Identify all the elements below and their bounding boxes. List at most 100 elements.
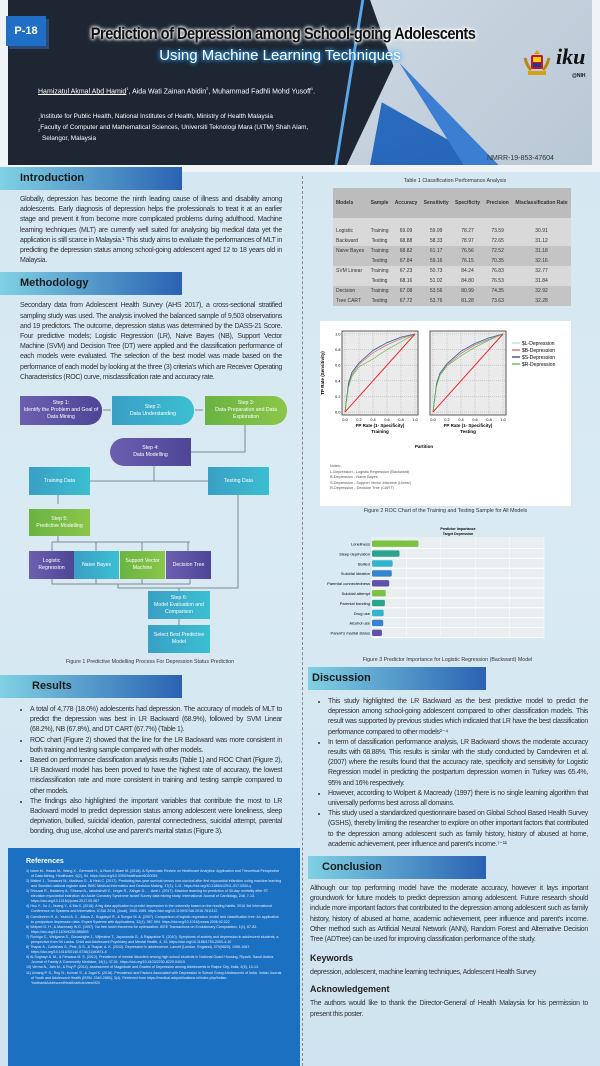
bar xyxy=(372,590,386,597)
affiliation-text: Institute for Public Health, National In… xyxy=(40,113,273,120)
bullet-item: ROC chart (Figure 2) showed that the lin… xyxy=(30,736,282,756)
category-label: Suicidal ideation xyxy=(341,571,370,576)
bullet-item: This study used a standardized questionn… xyxy=(328,809,588,850)
roc-panel-testing: 0.0 0.2 0.4 0.6 0.8 1.0 FP Rate (1- Specificit… xyxy=(429,330,507,434)
facet-label: Partition xyxy=(415,444,434,449)
note: L-Depression - Logistic Regression (Back… xyxy=(330,469,410,474)
y-tick-label: 0.4 xyxy=(335,378,341,383)
panel-label: Testing xyxy=(460,429,476,434)
reference-item: 9) Al-Sughayr A. M., & Ferwana M. S. (20… xyxy=(26,955,275,965)
category-label: Bullied xyxy=(358,561,370,566)
table-cell: 80.99 xyxy=(451,286,484,296)
reference-item: 8) Thapar A., Collishaw S., Pine, D.S., … xyxy=(26,945,251,955)
x-axis-label: FP Rate (1- Specificity) xyxy=(444,423,493,428)
flow-naive-bayes: Naive Bayes xyxy=(74,551,119,580)
references-heading: References xyxy=(26,857,64,865)
panel-label: Training xyxy=(371,429,389,434)
roc-curve-b-depression xyxy=(344,333,416,413)
bar xyxy=(372,540,419,547)
column-divider xyxy=(302,176,303,1066)
bar xyxy=(372,609,384,617)
table-cell: 53.56 xyxy=(420,286,452,296)
poster-number-badge: P-18 xyxy=(6,16,46,46)
table-cell: 31.18 xyxy=(512,246,571,256)
table-row: Testing 67.84 59.16 76.15 70.35 32.16 xyxy=(333,256,571,266)
malaysia-crest-logo xyxy=(523,50,551,75)
table-cell: Testing xyxy=(367,256,392,266)
right-column-text: Discussion This study highlighted the LR… xyxy=(308,667,592,1066)
bullet-item: In term of classification performance an… xyxy=(328,738,588,789)
table-cell: Training xyxy=(367,226,392,236)
table-1-caption: Table 1 Classification Performance Analy… xyxy=(403,178,507,184)
table-cell: Tree CART xyxy=(333,296,368,306)
table-cell: Training xyxy=(367,286,392,296)
iku-logo-sub: @NIH xyxy=(572,73,586,79)
table-row: Naive Bayes Training 68.82 61.17 76.56 72.52 3… xyxy=(333,246,571,256)
table-cell: 72.52 xyxy=(483,246,513,256)
table-header: Accuracy xyxy=(391,188,421,218)
x-tick-label: 0.0 xyxy=(430,417,436,422)
x-axis-label: FP Rate (1- Specificity) xyxy=(356,423,405,428)
table-cell: 32.16 xyxy=(512,256,571,266)
table-header: Precision xyxy=(483,188,513,218)
table-cell: 32.28 xyxy=(512,296,571,306)
flowchart-connectors xyxy=(51,409,246,626)
methodology-heading: Methodology xyxy=(0,272,182,296)
table-cell: 78.27 xyxy=(451,226,484,236)
flow-step-5: Step 5: Predictive Modelling xyxy=(29,509,90,537)
note: R-Depression - Decision Tree (CART) xyxy=(330,486,394,490)
table-cell: 61.17 xyxy=(420,246,452,256)
table-cell: Backward xyxy=(333,236,368,246)
results-heading: Results xyxy=(0,675,182,699)
flow-step-4: Step 4: Data Modelling xyxy=(110,438,191,467)
y-tick-label: 0.0 xyxy=(335,410,341,415)
x-tick-label: 1.0 xyxy=(412,417,418,422)
roc-chart: TP Rate (Sensitivity)0.00.00.20.20.40.40… xyxy=(320,330,556,449)
author-affiliation-mark: 1 xyxy=(126,86,129,91)
y-tick-label: 0.8 xyxy=(335,347,341,352)
note: S-Depression - Support Vector Machine (L… xyxy=(330,480,412,485)
table-cell: Training xyxy=(367,246,392,256)
category-label: Sleep deprivation xyxy=(339,551,370,556)
keywords-heading: Keywords xyxy=(310,953,354,964)
table-cell: 67.23 xyxy=(391,266,421,276)
note: B-Depression - Naive Bayes xyxy=(330,475,378,479)
flow-training-data: Training Data xyxy=(29,467,90,496)
figure-3-caption: Figure 3 Predictor Importance for Logist… xyxy=(362,657,533,663)
references-list: 1) Islam M., Hasan M., Wang X., Germack … xyxy=(26,869,282,986)
poster-subtitle: Using Machine Learning Techniques xyxy=(159,47,401,64)
bar xyxy=(372,619,384,627)
table-header: Sensitivity xyxy=(420,188,452,218)
introduction-heading: Introduction xyxy=(0,167,182,190)
x-tick-label: 0.8 xyxy=(398,417,404,422)
roc-curve-s-depression xyxy=(344,333,416,413)
reference-item: 6) Wolpert D. H., & Macready W.G. (1997)… xyxy=(26,924,258,934)
chart-title: Predictor Importance xyxy=(440,527,475,531)
table-cell: 31.84 xyxy=(512,276,571,286)
y-tick-label: 0.2 xyxy=(335,394,341,399)
flow-decision-tree: Decision Tree xyxy=(166,551,211,580)
table-header: Models xyxy=(333,188,368,218)
introduction-text: Globally, depression has become the nint… xyxy=(20,196,282,265)
table-cell: 68.88 xyxy=(391,236,421,246)
x-tick-label: 1.0 xyxy=(500,417,506,422)
table-cell: 78.97 xyxy=(451,236,484,246)
legend-label: $B-Depression xyxy=(522,348,555,354)
table-cell: 68.16 xyxy=(391,276,421,286)
table-header: Misclassification Rate xyxy=(512,188,571,218)
table-cell: 67.08 xyxy=(391,286,421,296)
y-tick-label: 1.0 xyxy=(335,332,341,337)
methodology-text: Secondary data from Adolescent Health Su… xyxy=(20,302,282,381)
bar xyxy=(372,629,382,636)
table-cell: Naive Bayes xyxy=(333,246,368,256)
table-spacer xyxy=(333,218,571,226)
category-label: Parental connectedness xyxy=(327,581,370,586)
acknowledgement-text: The authors would like to thank the Dire… xyxy=(310,1000,588,1018)
x-tick-label: 0.4 xyxy=(370,417,376,422)
table-cell: 73.63 xyxy=(483,296,513,306)
keywords-text: depression, adolescent, machine learning… xyxy=(310,969,536,977)
table-cell: 30.91 xyxy=(512,226,571,236)
category-label: Alcohol use xyxy=(349,621,370,626)
table-cell: 76.53 xyxy=(483,276,513,286)
figure-2-notes: Notes: L-Depression - Logistic Regressio… xyxy=(330,464,411,492)
